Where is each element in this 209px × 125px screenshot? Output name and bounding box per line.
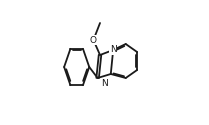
- Text: O: O: [90, 36, 97, 44]
- Text: N: N: [110, 46, 117, 54]
- Text: N: N: [101, 80, 108, 88]
